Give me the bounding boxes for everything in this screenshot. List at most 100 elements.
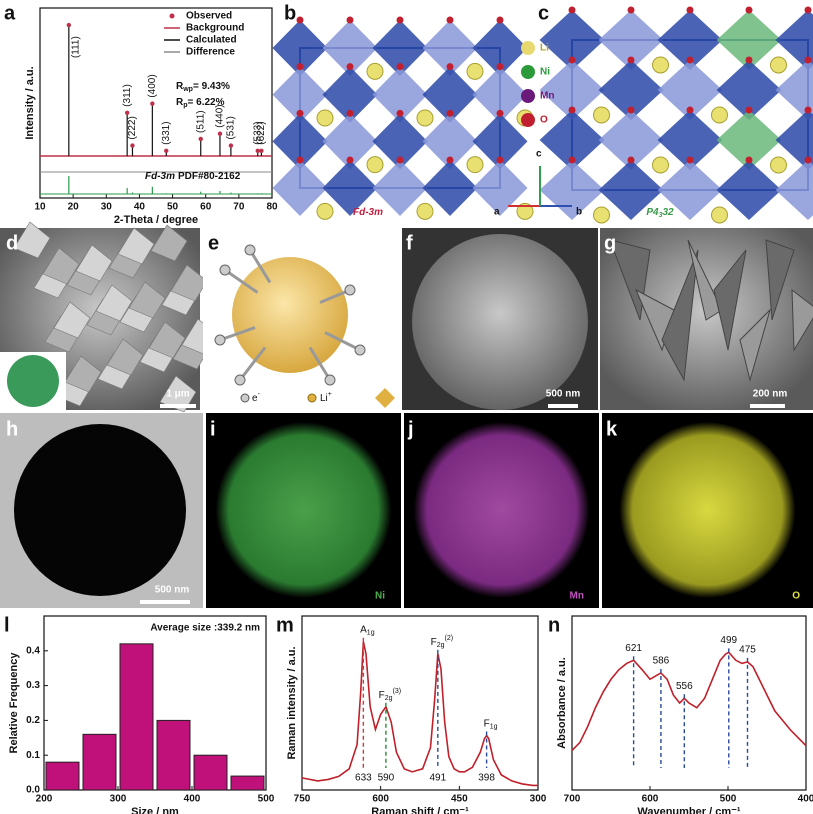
peak-label: (511) bbox=[195, 110, 206, 133]
facet bbox=[42, 247, 80, 285]
octahedron bbox=[539, 10, 605, 70]
y-axis-title: Raman intensity / a.u. bbox=[286, 646, 298, 759]
o-atom bbox=[496, 16, 504, 24]
legend-label: Li bbox=[540, 43, 549, 54]
x-tick-label: 600 bbox=[372, 794, 389, 805]
x-axis-title: 2-Theta / degree bbox=[114, 214, 198, 226]
text-part: R bbox=[176, 97, 184, 108]
text-part: (2) bbox=[445, 635, 454, 642]
scale-bar bbox=[160, 404, 196, 408]
text-part: p bbox=[183, 102, 187, 109]
o-atom bbox=[627, 56, 635, 64]
x-tick-label: 10 bbox=[34, 202, 46, 213]
li-atom bbox=[593, 206, 610, 224]
text-part: F bbox=[379, 689, 385, 700]
legend-label: Observed bbox=[186, 11, 232, 22]
rich-label: F2g(2) bbox=[431, 635, 453, 649]
observed-peak bbox=[228, 143, 234, 148]
x-tick-label: 70 bbox=[233, 202, 245, 213]
legend-atom bbox=[521, 41, 535, 55]
y-axis-title: Intensity / a.u. bbox=[24, 66, 36, 139]
li-atom bbox=[466, 62, 484, 80]
legend-label: Ni bbox=[540, 67, 550, 78]
octahedron bbox=[422, 160, 478, 216]
observed-peak bbox=[255, 148, 260, 153]
o-atom bbox=[745, 56, 753, 64]
legend-atom bbox=[521, 113, 535, 127]
panel-letter: b bbox=[284, 2, 296, 24]
grain bbox=[791, 288, 813, 352]
spectrum-line bbox=[301, 641, 538, 787]
eds-particle bbox=[619, 422, 796, 598]
o-atom bbox=[568, 56, 576, 64]
legend-atom bbox=[521, 65, 535, 79]
y-tick-label: 0.2 bbox=[26, 715, 40, 726]
o-atom bbox=[686, 6, 694, 14]
octahedron bbox=[716, 60, 782, 120]
o-atom bbox=[627, 6, 635, 14]
plot-frame bbox=[571, 615, 807, 791]
o-atom bbox=[296, 63, 304, 71]
peak-label: (331) bbox=[161, 121, 172, 144]
octahedron bbox=[657, 160, 723, 220]
scale-bar bbox=[750, 404, 785, 408]
octahedron bbox=[775, 160, 813, 220]
rich-label: Rp= 6.22% bbox=[176, 97, 225, 110]
octahedron bbox=[322, 66, 378, 123]
rich-label: e- bbox=[252, 391, 261, 403]
li-atom bbox=[652, 156, 669, 174]
o-atom bbox=[396, 156, 404, 164]
o-atom bbox=[346, 16, 354, 24]
panel-letter: d bbox=[6, 232, 18, 254]
text-part: = 9.43% bbox=[193, 81, 230, 92]
text-part: R bbox=[176, 81, 184, 92]
reference-card: PDF#80-2162 bbox=[178, 171, 241, 182]
li-atom bbox=[366, 156, 384, 174]
o-atom bbox=[396, 63, 404, 71]
octahedron bbox=[716, 160, 782, 220]
x-tick-label: 300 bbox=[530, 794, 547, 805]
octahedron bbox=[272, 113, 328, 170]
eds-particle bbox=[215, 422, 392, 598]
axis-name: b bbox=[576, 207, 582, 218]
ion bbox=[354, 344, 366, 356]
text-part: 1g bbox=[367, 630, 375, 637]
y-tick-label: 0.0 bbox=[26, 785, 40, 796]
panel-letter: k bbox=[606, 418, 618, 440]
octahedron bbox=[472, 20, 528, 76]
particle bbox=[232, 257, 348, 373]
peak-label: (440) bbox=[215, 104, 226, 127]
reference-phase: Fd-3m bbox=[145, 171, 175, 182]
grain bbox=[661, 249, 699, 382]
o-atom bbox=[296, 156, 304, 164]
x-tick-label: 450 bbox=[451, 794, 468, 805]
rich-label: Rwp= 9.43% bbox=[176, 81, 230, 94]
peak-label: (400) bbox=[147, 74, 158, 97]
observed-peak bbox=[217, 131, 223, 136]
peak-position: 398 bbox=[478, 773, 495, 784]
li-atom bbox=[593, 106, 610, 124]
facet bbox=[148, 321, 186, 359]
ion bbox=[244, 244, 256, 256]
ion-path bbox=[224, 268, 259, 294]
o-atom bbox=[446, 16, 454, 24]
legend-marker bbox=[169, 13, 175, 19]
octahedron bbox=[539, 60, 605, 120]
octahedron bbox=[539, 110, 605, 170]
bar bbox=[119, 643, 154, 791]
octahedron bbox=[372, 113, 428, 170]
bar bbox=[156, 719, 191, 791]
observed-peak bbox=[150, 101, 155, 106]
text-part: - bbox=[258, 391, 261, 398]
octahedron bbox=[272, 20, 328, 76]
o-atom bbox=[745, 106, 753, 114]
particle bbox=[412, 234, 588, 410]
li-atom bbox=[466, 156, 484, 174]
octahedron bbox=[472, 66, 528, 123]
octahedron bbox=[657, 60, 723, 120]
text-part: + bbox=[328, 391, 332, 398]
x-tick-label: 400 bbox=[184, 794, 201, 805]
octahedron bbox=[322, 113, 378, 170]
text-part: Fd-3m bbox=[353, 207, 383, 218]
